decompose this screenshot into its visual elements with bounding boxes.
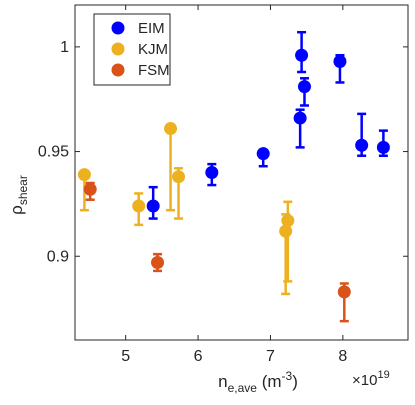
legend: EIM KJM FSM xyxy=(93,13,171,86)
legend-marker-fsm xyxy=(111,63,125,77)
axis-ticks: 5 6 7 8 0.9 0.95 1 xyxy=(38,5,408,365)
data-point xyxy=(172,170,186,184)
data-point xyxy=(281,214,295,228)
x-axis-label-close: ) xyxy=(292,372,298,391)
legend-label-fsm: FSM xyxy=(138,62,170,79)
data-point xyxy=(297,80,311,94)
data-point xyxy=(355,138,369,152)
data-point xyxy=(164,122,178,136)
data-series xyxy=(77,30,390,323)
y-axis-label-subscript: shear xyxy=(16,175,30,205)
data-point xyxy=(295,48,309,62)
x-tick-label: 6 xyxy=(194,348,203,365)
series-eim xyxy=(146,30,390,220)
data-point xyxy=(256,147,270,161)
x-axis-multiplier: ×1019 xyxy=(352,369,390,389)
x-tick-label: 8 xyxy=(338,348,347,365)
y-tick-label: 1 xyxy=(60,39,69,56)
data-point xyxy=(132,199,146,213)
data-point xyxy=(376,140,390,154)
legend-label-eim: EIM xyxy=(138,20,165,37)
y-axis-label: ρshear xyxy=(7,175,30,215)
legend-marker-eim xyxy=(111,21,125,35)
series-fsm xyxy=(83,181,351,323)
x-axis-multiplier-exponent: 19 xyxy=(377,369,389,381)
data-point xyxy=(151,256,165,270)
y-tick-label: 0.95 xyxy=(38,144,69,161)
x-axis-label: ne,ave (m-3) xyxy=(218,369,298,395)
x-tick-label: 7 xyxy=(266,348,275,365)
x-axis-label-unit-exponent: -3 xyxy=(282,369,293,383)
data-point xyxy=(205,166,219,179)
data-point xyxy=(146,199,160,213)
x-axis-label-unit: (m xyxy=(257,372,282,391)
data-point xyxy=(77,168,91,182)
data-point xyxy=(333,55,347,69)
y-tick-label: 0.9 xyxy=(47,248,69,265)
legend-box xyxy=(93,13,171,86)
x-tick-label: 5 xyxy=(121,348,130,365)
data-point xyxy=(293,111,307,125)
data-point xyxy=(83,182,97,196)
legend-marker-kjm xyxy=(111,42,125,56)
x-axis-label-subscript: e,ave xyxy=(228,381,258,395)
legend-label-kjm: KJM xyxy=(138,41,168,58)
series-kjm xyxy=(77,122,295,296)
plot-frame xyxy=(74,4,409,341)
data-point xyxy=(337,285,351,299)
